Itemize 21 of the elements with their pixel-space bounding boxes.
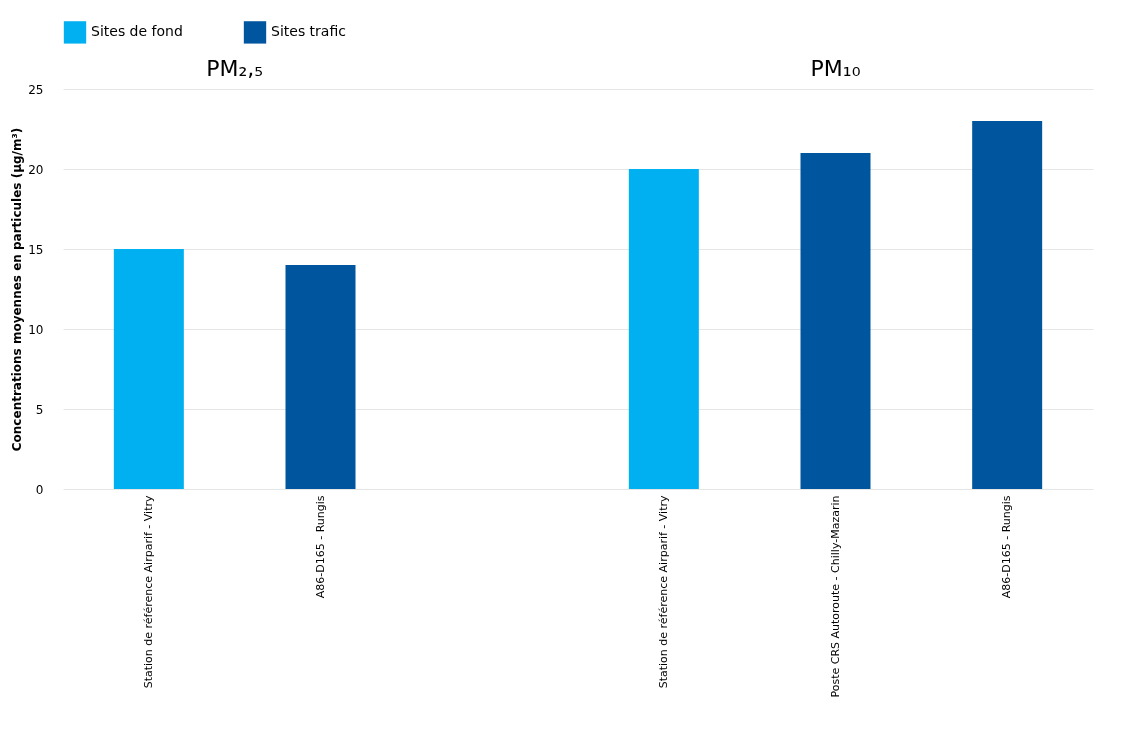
bar: [628, 169, 699, 489]
bar: [113, 249, 184, 489]
x-tick-label: Station de référence Airparif - Vitry: [141, 495, 155, 689]
bar: [972, 121, 1043, 489]
y-axis-title: Concentrations moyennes en particules (µg/m³): [10, 127, 25, 452]
y-tick-label: 25: [28, 82, 44, 97]
x-tick-label: Station de référence Airparif - Vitry: [656, 495, 670, 689]
legend-label: Sites trafic: [271, 23, 346, 40]
x-tick-label: A86-D165 - Rungis: [1000, 495, 1014, 599]
y-tick-label: 20: [28, 162, 44, 177]
text: PM₁₀: [810, 56, 861, 81]
legend-label: Sites de fond: [91, 23, 183, 40]
y-tick-label: 0: [35, 482, 44, 497]
y-tick-label: 15: [28, 242, 44, 257]
bar: [285, 265, 356, 489]
x-tick-label: A86-D165 - Rungis: [313, 495, 327, 599]
bar: [800, 153, 871, 489]
x-tick-label: Poste CRS Autoroute - Chilly-Mazarin: [828, 495, 842, 698]
y-tick-label: 5: [35, 402, 44, 417]
text: PM₂,₅: [206, 56, 264, 81]
y-tick-label: 10: [28, 322, 44, 337]
